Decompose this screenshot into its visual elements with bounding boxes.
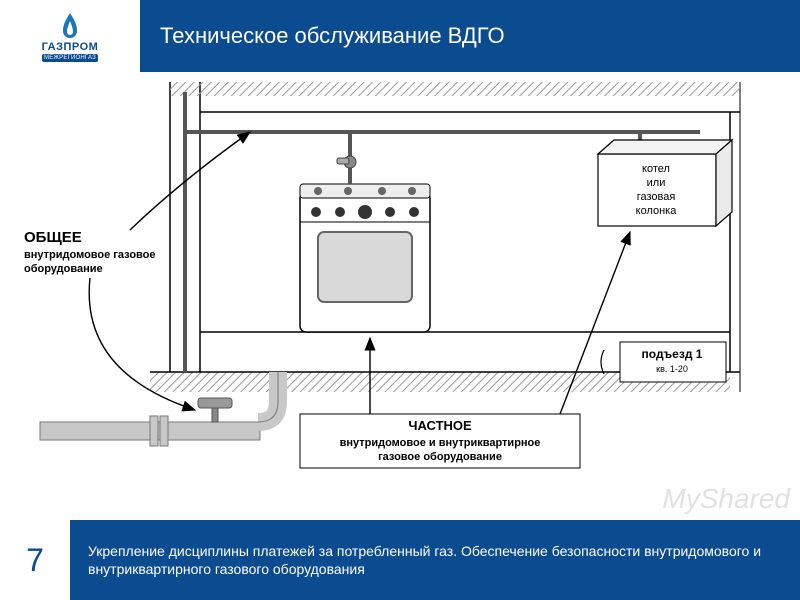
common-title: ОБЩЕЕ xyxy=(24,229,82,246)
stove xyxy=(300,177,430,332)
entrance-box: подъезд 1 кв. 1-20 xyxy=(601,342,726,382)
header: ГАЗПРОМ МЕЖРЕГИОНГАЗ Техническое обслужи… xyxy=(0,0,800,72)
private-title: ЧАСТНОЕ xyxy=(408,418,472,433)
private-sub1: внутридомовое и внутриквартирное xyxy=(340,437,541,449)
private-sub2: газовое оборудование xyxy=(378,451,502,463)
logo-text-sub: МЕЖРЕГИОНГАЗ xyxy=(42,54,98,62)
footer-text: Укрепление дисциплины платежей за потреб… xyxy=(88,542,782,578)
flame-icon xyxy=(55,11,85,41)
logo-container: ГАЗПРОМ МЕЖРЕГИОНГАЗ xyxy=(0,0,140,72)
logo: ГАЗПРОМ МЕЖРЕГИОНГАЗ xyxy=(6,6,134,66)
common-sub1: внутридомовое газовое xyxy=(24,249,156,261)
slide-title: Техническое обслуживание ВДГО xyxy=(160,23,505,49)
page-number: 7 xyxy=(26,542,44,579)
label-common: ОБЩЕЕ внутридомовое газовое оборудование xyxy=(24,132,250,410)
boiler-line2: или xyxy=(647,177,666,189)
boiler-box: котел или газовая колонка xyxy=(598,140,732,226)
footer-text-box: Укрепление дисциплины платежей за потреб… xyxy=(70,520,800,600)
entrance-line1: подъезд 1 xyxy=(642,347,703,361)
common-sub2: оборудование xyxy=(24,263,103,275)
diagram-svg: котел или газовая колонка подъезд 1 кв. … xyxy=(0,72,800,520)
slide-root: ГАЗПРОМ МЕЖРЕГИОНГАЗ Техническое обслужи… xyxy=(0,0,800,600)
logo-text-main: ГАЗПРОМ xyxy=(42,41,99,53)
boiler-line3: газовая xyxy=(637,191,676,203)
boiler-line4: колонка xyxy=(636,205,678,217)
footer: 7 Укрепление дисциплины платежей за потр… xyxy=(0,520,800,600)
diagram: котел или газовая колонка подъезд 1 кв. … xyxy=(0,72,800,520)
title-bar: Техническое обслуживание ВДГО xyxy=(140,0,800,72)
page-number-box: 7 xyxy=(0,520,70,600)
entrance-line2: кв. 1-20 xyxy=(656,364,688,374)
boiler-line1: котел xyxy=(642,163,670,175)
